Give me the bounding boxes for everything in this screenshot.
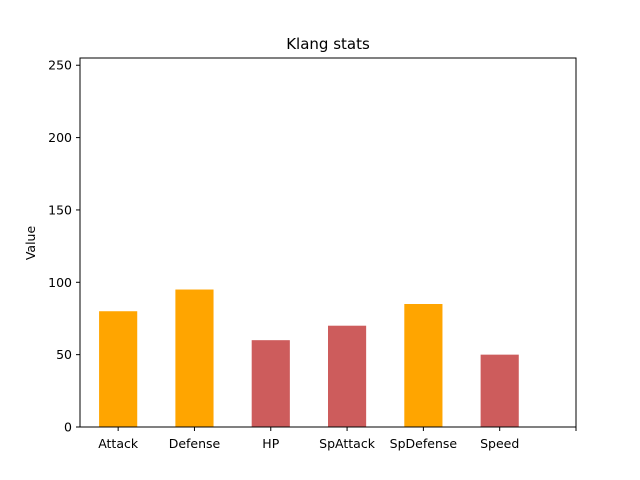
y-tick-label: 100 [48, 275, 72, 290]
x-tick-label: Speed [480, 436, 519, 451]
y-tick-label: 250 [48, 58, 72, 73]
bar-attack [99, 311, 138, 427]
bar-speed [480, 354, 519, 427]
x-tick-label: Attack [98, 436, 139, 451]
bar-defense [175, 289, 214, 427]
plot-frame [79, 57, 577, 428]
bar-spattack [328, 325, 367, 427]
y-tick-label: 200 [48, 130, 72, 145]
y-axis-label: Value [23, 226, 38, 261]
y-tick-label: 0 [64, 420, 72, 435]
bar-hp [251, 340, 290, 427]
y-tick-label: 50 [56, 347, 72, 362]
chart-title: Klang stats [286, 35, 370, 53]
bar-spdefense [404, 304, 443, 427]
x-axis: Attack Defense HP SpAttack SpDefense Speed [98, 427, 577, 451]
x-tick-label: SpAttack [319, 436, 376, 451]
y-tick-label: 150 [48, 202, 72, 217]
x-tick-label: Defense [169, 436, 221, 451]
x-tick-label: SpDefense [390, 436, 458, 451]
x-tick-label: HP [262, 436, 279, 451]
y-axis: 0 50 100 150 200 250 [48, 58, 80, 435]
bars-group [99, 289, 519, 427]
